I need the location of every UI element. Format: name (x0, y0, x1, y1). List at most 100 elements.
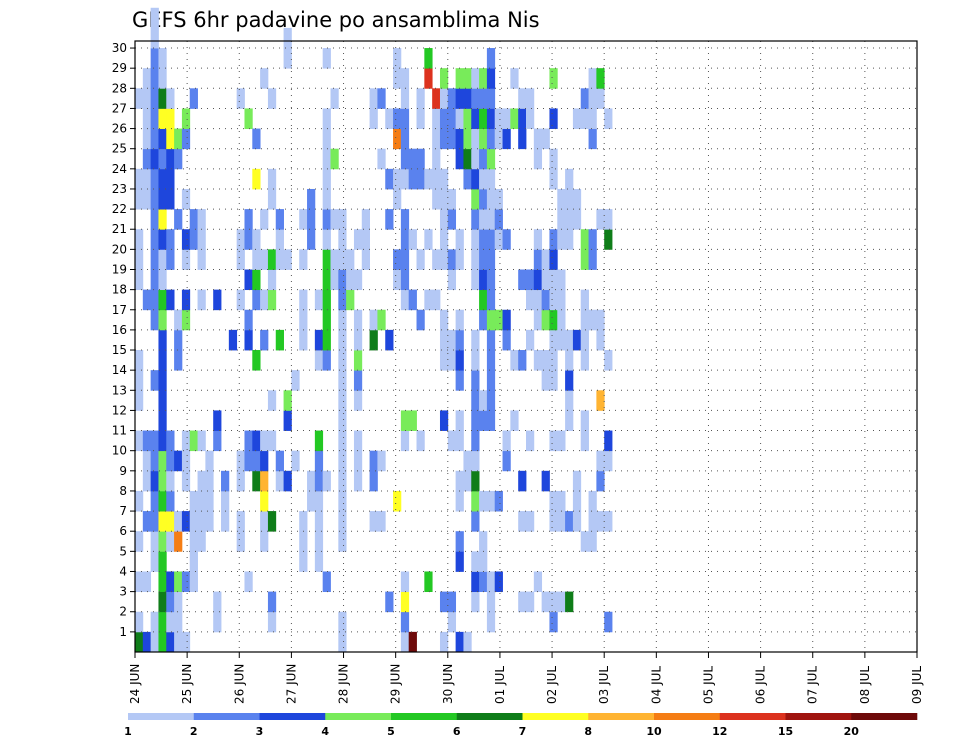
y-tick-label: 13 (112, 383, 127, 397)
heatmap-cell (432, 148, 441, 170)
heatmap-cell (432, 249, 441, 270)
heatmap-cell (479, 531, 488, 552)
heatmap-cell (260, 511, 269, 532)
heatmap-cell (533, 249, 543, 270)
heatmap-cell (236, 511, 245, 532)
heatmap-cell (385, 108, 394, 129)
y-tick-label: 1 (119, 625, 127, 639)
heatmap-cell (314, 450, 324, 472)
heatmap-cell (158, 370, 167, 391)
heatmap-cell (166, 490, 175, 512)
heatmap-cell (596, 390, 605, 411)
heatmap-cell (166, 571, 175, 592)
heatmap-cell (377, 450, 386, 472)
heatmap-cell (174, 350, 183, 371)
heatmap-cell (471, 390, 480, 411)
heatmap-cell (533, 571, 543, 592)
heatmap-cell (549, 68, 558, 89)
heatmap-cell (541, 128, 550, 150)
heatmap-cell (213, 591, 222, 613)
heatmap-cell (181, 249, 191, 270)
x-axis-ticks: 24 JUN 25 JUN 26 JUN 27 JUN 28 JUN 29 JUN 30 J… (128, 652, 924, 704)
heatmap-cell (447, 611, 457, 633)
heatmap-cell (189, 88, 198, 109)
heatmap-cell (580, 88, 589, 109)
heatmap-cell (486, 48, 496, 69)
heatmap-cell (189, 551, 198, 572)
heatmap-cell (174, 591, 183, 613)
heatmap-cell (314, 511, 324, 532)
heatmap-cell (174, 571, 183, 592)
heatmap-cell (479, 571, 488, 592)
colorbar-swatch (325, 713, 392, 720)
heatmap-cell (486, 229, 496, 250)
heatmap-cell (393, 269, 402, 291)
heatmap-cell (400, 611, 410, 633)
heatmap-cell (346, 249, 355, 270)
heatmap-cell (135, 350, 144, 371)
heatmap-cell (322, 571, 331, 592)
heatmap-cell (541, 249, 550, 270)
heatmap-cell (135, 370, 144, 391)
heatmap-cell (299, 329, 308, 351)
colorbar-swatch (719, 713, 786, 720)
heatmap-cell (252, 229, 261, 250)
y-tick-label: 21 (112, 222, 127, 236)
heatmap-cell (604, 108, 613, 129)
x-tick-label: 06 JUL (754, 666, 768, 704)
heatmap-cell (283, 390, 292, 411)
heatmap-cell (322, 48, 331, 69)
heatmap-cell (275, 209, 284, 230)
heatmap-cell (533, 128, 543, 150)
heatmap-cell (150, 511, 159, 532)
heatmap-cell (596, 450, 605, 472)
x-tick-label: 26 JUN (232, 664, 246, 704)
heatmap-cell (408, 631, 417, 653)
heatmap-cell (439, 350, 449, 371)
heatmap-cell (244, 571, 253, 592)
heatmap-cell (447, 88, 457, 109)
heatmap-cell (369, 511, 378, 532)
heatmap-cell (549, 611, 558, 633)
heatmap-cell (353, 450, 363, 472)
heatmap-cell (479, 209, 488, 230)
heatmap-cell (471, 148, 480, 170)
heatmap-cell (166, 470, 175, 492)
heatmap-cell (158, 631, 167, 653)
heatmap-cell (150, 88, 159, 109)
chart-title: GEFS 6hr padavine po ansamblima Nis (132, 8, 540, 32)
heatmap-cell (150, 128, 159, 150)
x-tick-label: 08 JUL (858, 666, 872, 704)
heatmap-cell (533, 148, 543, 170)
heatmap-cell (486, 148, 496, 170)
heatmap-cell (283, 410, 292, 431)
heatmap-cell (471, 450, 480, 472)
heatmap-cell (447, 269, 457, 291)
heatmap-cell (267, 390, 277, 411)
heatmap-cell (338, 370, 347, 391)
heatmap-cell (338, 289, 347, 311)
heatmap-cell (486, 309, 496, 331)
heatmap-cell (150, 450, 159, 472)
heatmap-cell (322, 309, 331, 331)
heatmap-cell (486, 289, 496, 311)
heatmap-cell (393, 188, 402, 210)
heatmap-cell (518, 108, 527, 129)
heatmap-cell (526, 269, 535, 291)
heatmap-cell (510, 350, 519, 371)
heatmap-cell (393, 490, 402, 512)
heatmap-cell (588, 88, 597, 109)
heatmap-cell (479, 551, 488, 572)
heatmap-cell (439, 591, 449, 613)
x-tick-label: 09 JUL (910, 666, 924, 704)
heatmap-cell (588, 249, 597, 270)
colorbar-label: 7 (519, 725, 527, 738)
colorbar-label: 6 (453, 725, 461, 738)
heatmap-cell (580, 229, 589, 250)
heatmap-cell (471, 209, 480, 230)
heatmap-cell (142, 571, 152, 592)
heatmap-cell (463, 128, 472, 150)
y-tick-label: 17 (112, 303, 127, 317)
heatmap-cell (158, 611, 167, 633)
heatmap-cell (236, 450, 245, 472)
